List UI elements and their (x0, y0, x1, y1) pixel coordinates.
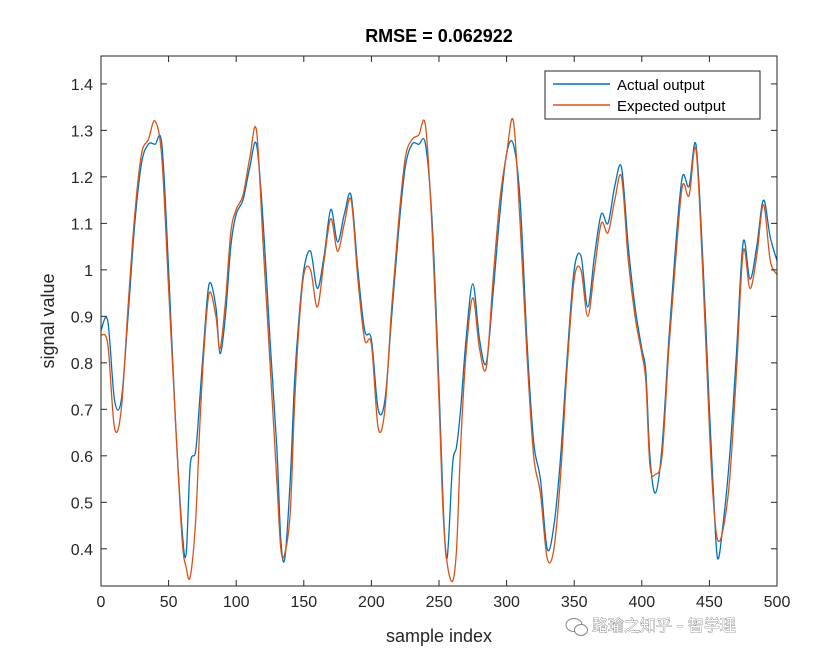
x-tick-label: 50 (160, 594, 178, 611)
y-tick-label: 0.4 (71, 542, 93, 559)
x-axis-label: sample index (386, 626, 492, 646)
x-tick-label: 150 (290, 594, 317, 611)
y-tick-label: 0.9 (71, 309, 93, 326)
legend-label-actual-output: Actual output (617, 77, 705, 94)
tick-layer: 0 50 100 150 200 250 300 350 400 450 500 0.4 0.5 0.6 0… (71, 56, 791, 611)
y-tick-label: 1 (84, 263, 93, 280)
y-tick-label: 0.8 (71, 356, 93, 373)
y-tick-label: 1.2 (71, 170, 93, 187)
x-tick-label: 450 (696, 594, 723, 611)
x-tick-label: 200 (358, 594, 385, 611)
x-tick-label: 300 (493, 594, 520, 611)
chart-title: RMSE = 0.062922 (365, 26, 513, 46)
y-tick-label: 1.1 (71, 216, 93, 233)
y-tick-label: 0.6 (71, 449, 93, 466)
watermark: 路瑜之知乎 - 智学理 (565, 616, 736, 636)
wechat-icon (565, 618, 588, 636)
x-tick-label: 350 (561, 594, 588, 611)
y-tick-label: 0.5 (71, 495, 93, 512)
y-tick-label: 0.7 (71, 402, 93, 419)
y-tick-label: 1.3 (71, 123, 93, 140)
legend-box (544, 70, 761, 120)
x-tick-label: 500 (764, 594, 791, 611)
series-line-expected-output (100, 117, 778, 583)
plot-area (101, 56, 777, 586)
legend: Actual output Expected output (544, 70, 761, 120)
y-tick-label: 1.4 (71, 77, 93, 94)
series-layer (100, 117, 778, 583)
x-tick-label: 0 (97, 594, 106, 611)
x-tick-label: 250 (426, 594, 453, 611)
x-tick-label: 400 (628, 594, 655, 611)
watermark-text: 路瑜之知乎 - 智学理 (592, 616, 736, 635)
legend-label-expected-output: Expected output (617, 98, 726, 115)
x-tick-label: 100 (223, 594, 250, 611)
y-axis-label: signal value (38, 273, 58, 368)
